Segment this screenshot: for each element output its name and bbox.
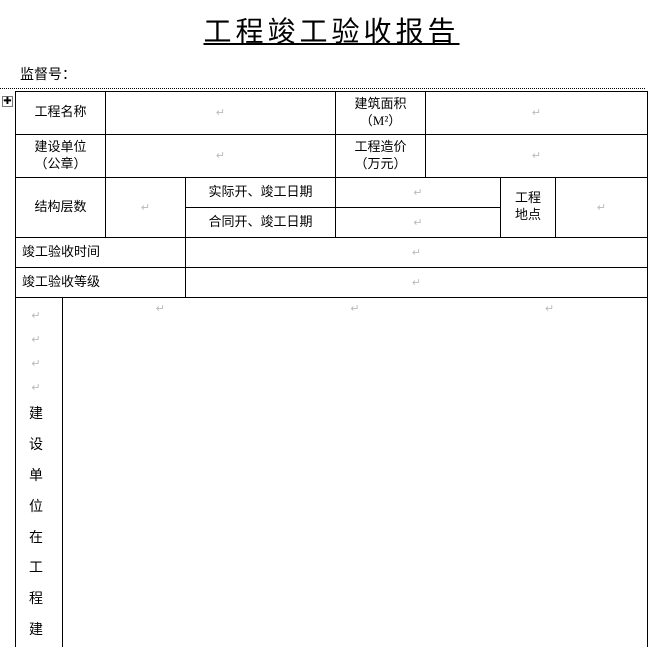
document-title: 工程竣工验收报告 [0,0,663,58]
side-text-0: 建 设 [16,400,62,462]
value-contract-dates[interactable]: ↵ [336,207,501,237]
label-project-name: 工程名称 [16,92,106,135]
label-build-unit: 建设单位（公章） [16,134,106,177]
label-acceptance-grade: 竣工验收等级 [16,267,186,297]
supervise-label: 监督号： [20,68,76,83]
side-text-2: 在 工 [16,524,62,586]
label-acceptance-time: 竣工验收时间 [16,237,186,267]
label-building-area: 建筑面积（M²） [336,92,426,135]
lower-section: ↵ ↵ ↵ ↵ 建 设 单 位 在 工 程 建 ↵ ↵ ↵ [15,298,648,647]
value-actual-dates[interactable]: ↵ [336,177,501,207]
lower-main-area[interactable]: ↵ ↵ ↵ [63,298,648,647]
value-building-area[interactable]: ↵ [426,92,648,135]
value-acceptance-grade[interactable]: ↵ [186,267,648,297]
label-project-location: 工程地点 [501,177,556,237]
value-structure-floors[interactable]: ↵ [106,177,186,237]
label-project-cost: 工程造价（万元） [336,134,426,177]
value-project-name[interactable]: ↵ [106,92,336,135]
side-text-1: 单 位 [16,462,62,524]
value-project-cost[interactable]: ↵ [426,134,648,177]
side-text-3: 程 建 [16,585,62,647]
label-structure-floors: 结构层数 [16,177,106,237]
value-build-unit[interactable]: ↵ [106,134,336,177]
value-acceptance-time[interactable]: ↵ [186,237,648,267]
label-actual-dates: 实际开、竣工日期 [186,177,336,207]
value-project-location[interactable]: ↵ [556,177,648,237]
acceptance-form-table: 工程名称 ↵ 建筑面积（M²） ↵ 建设单位（公章） ↵ 工程造价（万元） ↵ … [15,91,648,298]
side-column-label: ↵ ↵ ↵ ↵ 建 设 单 位 在 工 程 建 [15,298,63,647]
supervise-number-row: 监督号： [0,58,645,89]
label-contract-dates: 合同开、竣工日期 [186,207,336,237]
table-anchor-icon: ✚ [2,96,13,107]
